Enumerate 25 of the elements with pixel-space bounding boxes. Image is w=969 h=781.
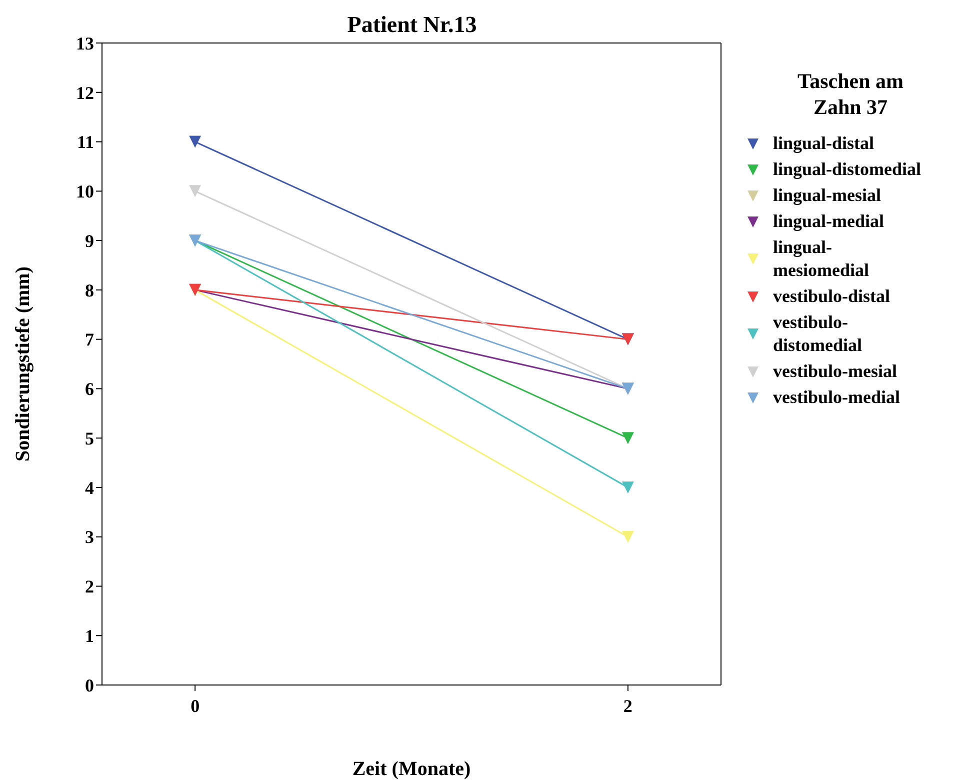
y-tick-label: 6 [85,379,94,400]
y-tick-label: 9 [85,230,94,251]
y-tick-label: 5 [85,428,94,448]
legend-label: vestibulo-distal [773,285,892,308]
y-tick-label: 12 [76,82,94,103]
legend-label: lingual-medial [773,210,886,233]
y-tick-label: 0 [85,675,94,696]
y-tick-label: 4 [85,478,94,498]
legend-label: vestibulo-medial [773,386,902,409]
legend-label: vestibulo-mesial [773,360,898,383]
legend-label: lingual-distomedial [773,158,922,181]
legend-label: lingual-mesial [773,184,882,207]
y-tick-label: 1 [85,626,94,646]
chart-title: Patient Nr.13 [346,12,478,38]
y-tick-label: 8 [85,280,94,300]
y-tick-label: 7 [85,330,94,350]
x-axis-title: Zeit (Monate) [352,758,471,780]
legend-title: Taschen am Zahn 37 [796,68,904,120]
y-axis-title: Sondierungstiefe (mm) [12,266,34,462]
y-tick-label: 13 [76,33,94,54]
legend-label: lingual-distal [773,132,876,155]
y-tick-label: 10 [76,182,94,202]
y-tick-label: 2 [85,576,94,597]
y-tick-label: 11 [76,132,94,152]
y-tick-label: 3 [85,527,94,548]
